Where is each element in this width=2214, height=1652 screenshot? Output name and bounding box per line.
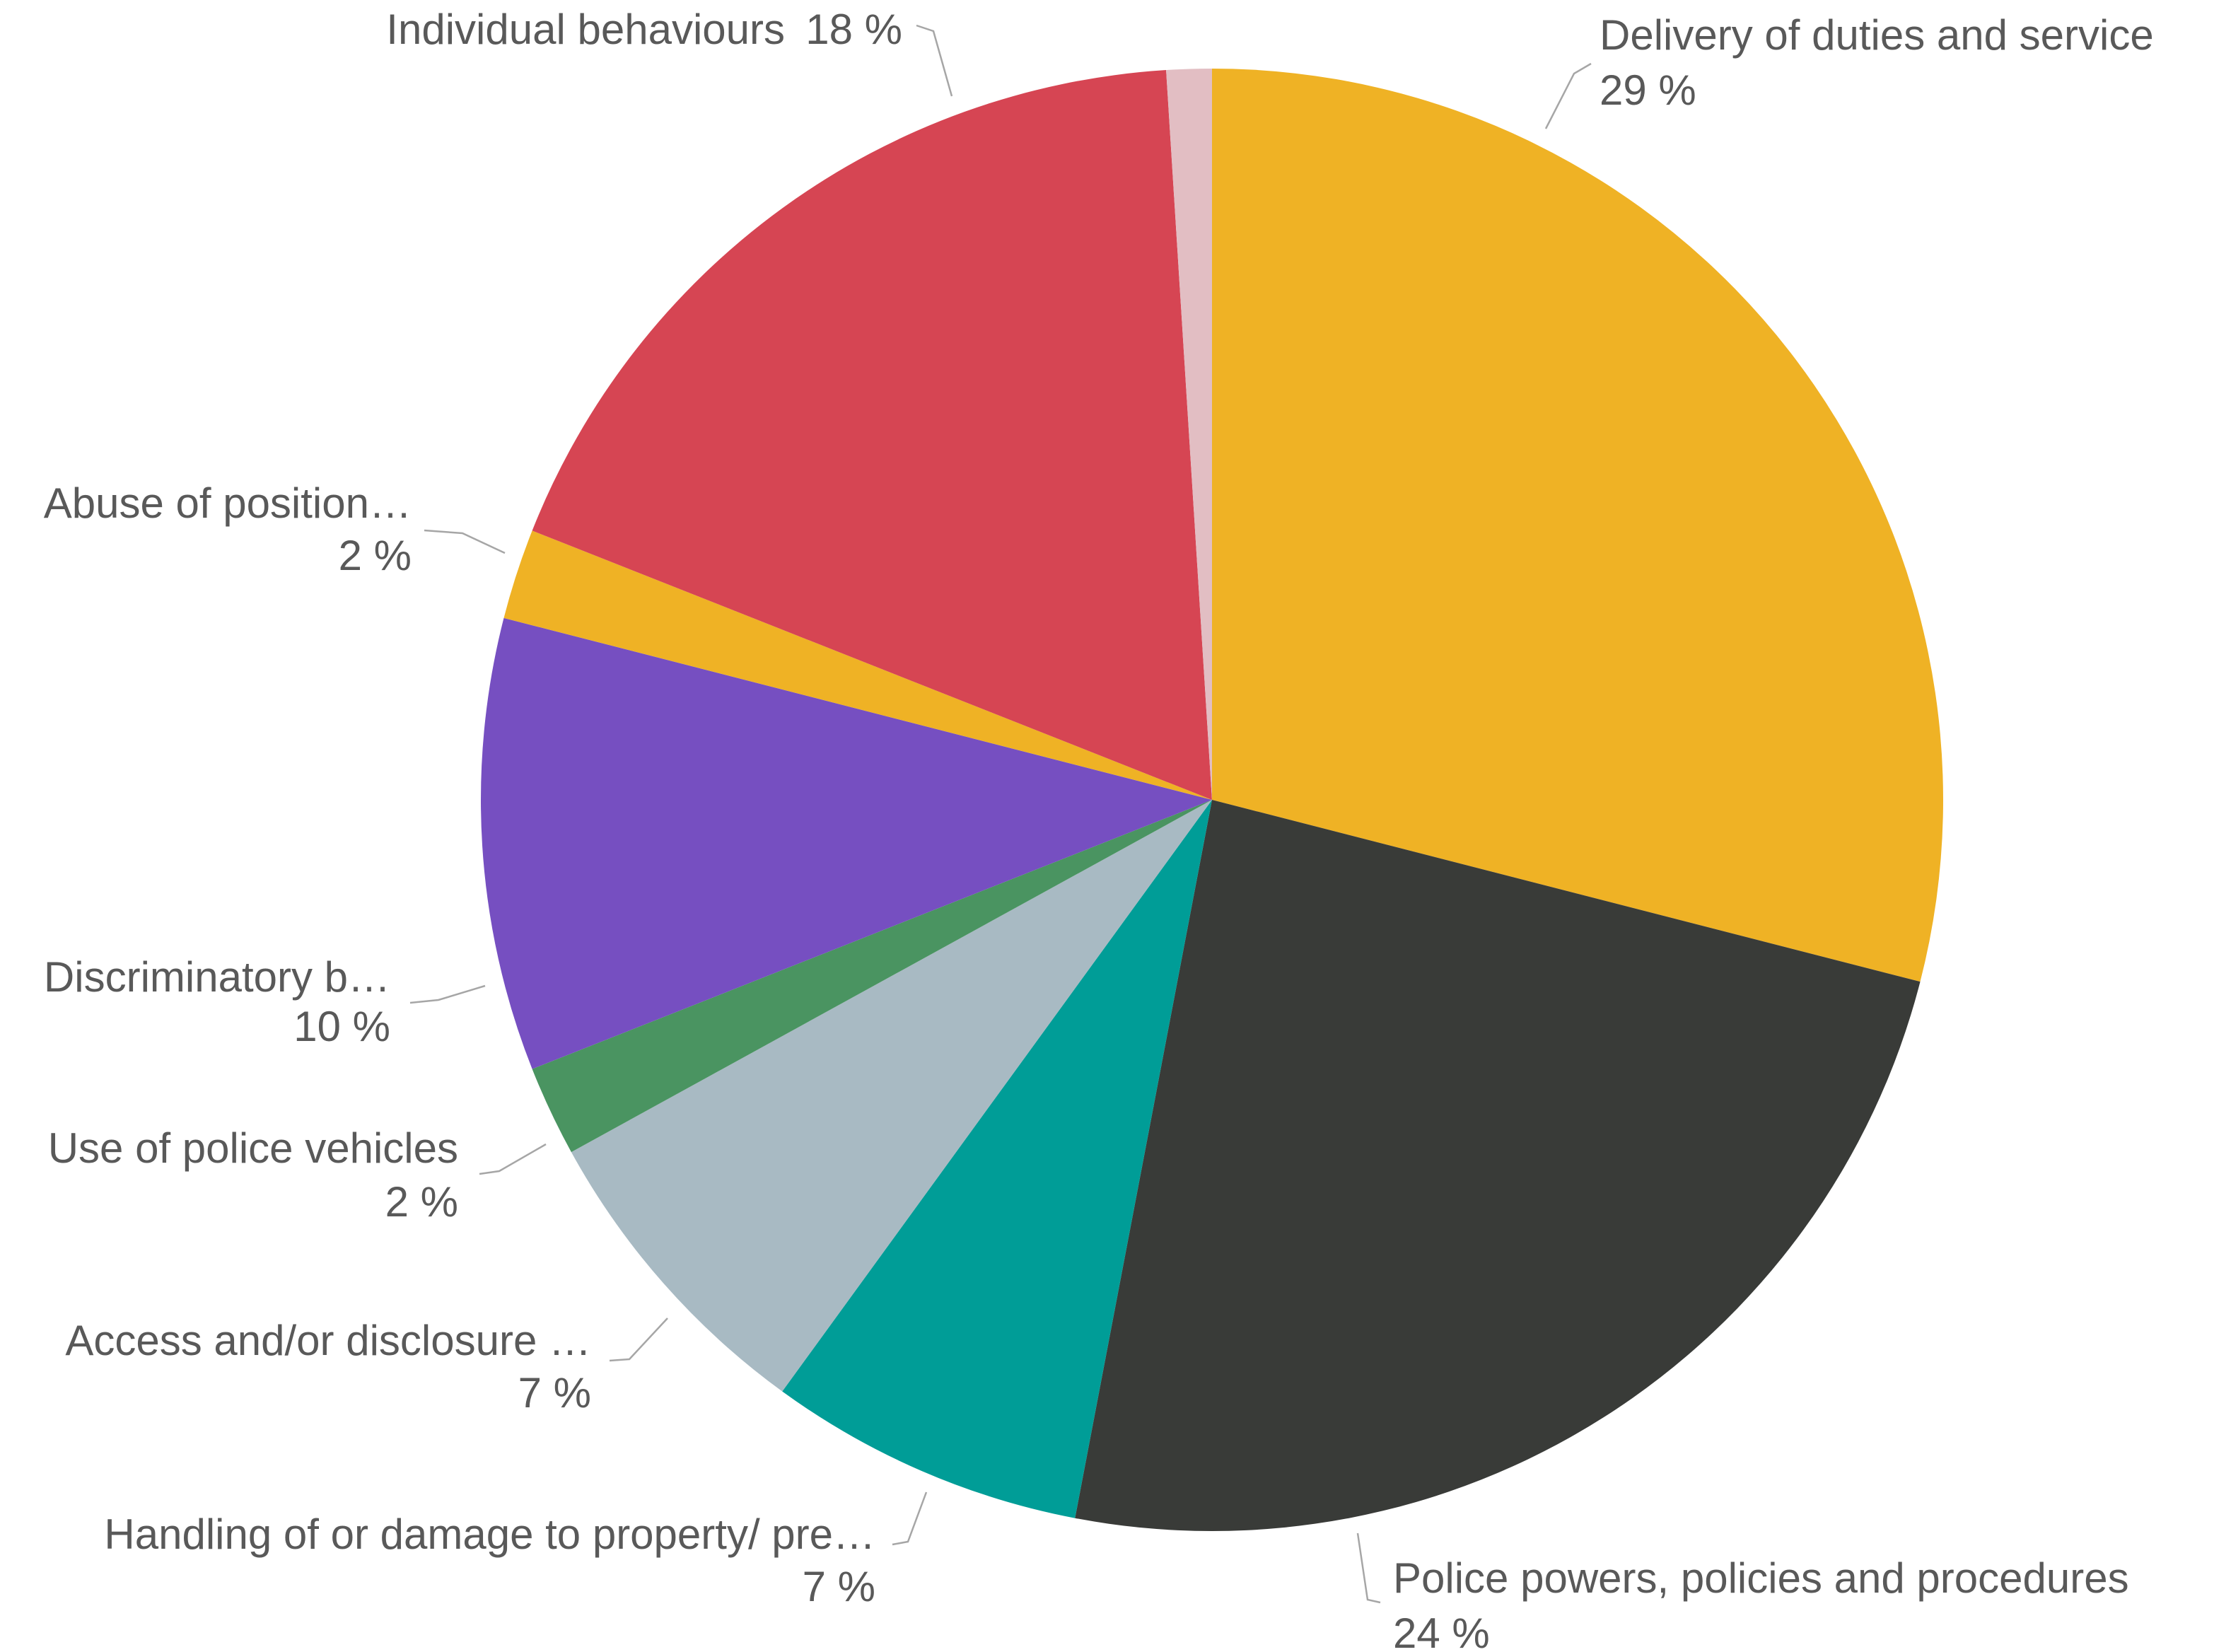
label-individual: Individual behaviours [386, 6, 785, 53]
slice-delivery [1212, 69, 1943, 982]
slice-powers [1075, 800, 1921, 1532]
leader-access [609, 1317, 668, 1362]
slice-property [782, 800, 1212, 1518]
leader-abuse [424, 529, 506, 554]
value-access: 7 % [518, 1369, 591, 1417]
leader-lines [409, 24, 1592, 1604]
pie-slices [481, 69, 1943, 1532]
leader-powers [1356, 1532, 1381, 1604]
value-powers: 24 % [1393, 1610, 1490, 1652]
label-powers: Police powers, policies and procedures [1393, 1554, 2129, 1602]
label-access: Access and/or disclosure … [65, 1317, 591, 1364]
value-abuse: 2 % [339, 532, 412, 579]
leader-delivery [1544, 62, 1592, 129]
value-discrim: 10 % [293, 1003, 390, 1050]
leader-property [892, 1491, 928, 1546]
value-delivery: 29 % [1600, 66, 1696, 114]
value-individual: 18 % [805, 6, 902, 53]
label-discrim: Discriminatory b… [44, 953, 390, 1001]
label-abuse: Abuse of position… [44, 479, 412, 527]
slice-discrim [481, 617, 1212, 1069]
leader-discrim [409, 984, 486, 1004]
slice-other [1166, 69, 1212, 800]
leader-vehicles [479, 1143, 547, 1175]
slice-access [571, 800, 1212, 1392]
label-vehicles: Use of police vehicles [48, 1124, 458, 1172]
slice-labels: Delivery of duties and service 29 % Poli… [44, 6, 2154, 1652]
slice-abuse [503, 530, 1212, 800]
label-delivery: Delivery of duties and service [1600, 11, 2154, 59]
label-property: Handling of or damage to property/ pre… [104, 1511, 875, 1558]
value-vehicles: 2 % [385, 1178, 458, 1226]
value-property: 7 % [803, 1563, 875, 1610]
slice-individual [532, 70, 1212, 800]
leader-individual [916, 24, 953, 97]
slice-vehicles [532, 800, 1212, 1153]
